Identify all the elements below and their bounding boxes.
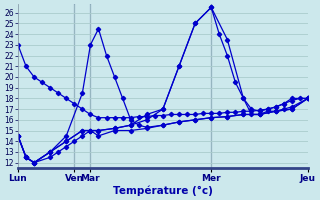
X-axis label: Température (°c): Température (°c) — [113, 185, 213, 196]
